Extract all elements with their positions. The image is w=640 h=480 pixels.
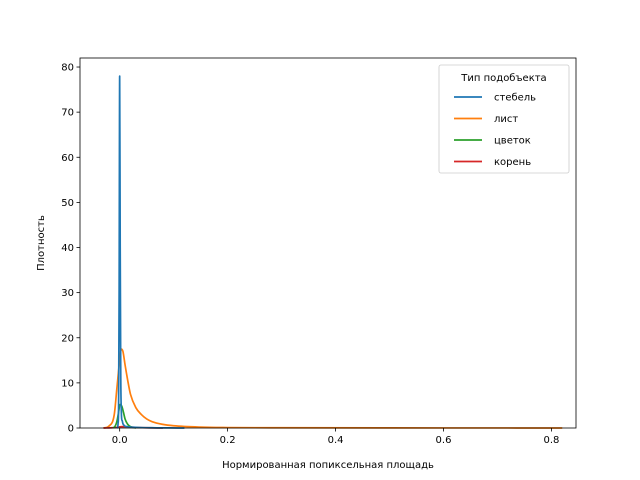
x-axis-label: Нормированная попиксельная площадь <box>222 460 434 471</box>
y-tick-label: 70 <box>61 108 74 119</box>
x-tick-label: 0.0 <box>112 435 128 446</box>
x-tick-label: 0.2 <box>220 435 236 446</box>
y-tick-label: 80 <box>61 63 74 74</box>
x-axis: 0.0 0.2 0.4 0.6 0.8 <box>112 428 559 446</box>
x-tick-label: 0.6 <box>436 435 452 446</box>
y-tick-label: 40 <box>61 243 74 254</box>
y-tick-label: 10 <box>61 378 74 389</box>
y-tick-label: 0 <box>68 424 74 435</box>
legend-label: стебель <box>494 93 536 104</box>
y-axis-label: Плотность <box>36 215 47 271</box>
legend-title: Тип подобъекта <box>460 73 546 84</box>
y-tick-label: 50 <box>61 198 74 209</box>
legend-box <box>438 64 570 174</box>
series-line-1 <box>116 75 185 429</box>
legend-label: цветок <box>494 136 531 147</box>
legend-label: лист <box>494 114 518 125</box>
y-tick-label: 20 <box>61 333 74 344</box>
y-axis: 0 10 20 30 40 50 60 70 80 <box>61 63 80 435</box>
axes-frame <box>79 57 577 429</box>
x-tick-label: 0.8 <box>543 435 559 446</box>
y-tick-label: 30 <box>61 288 74 299</box>
legend-label: корень <box>494 157 531 168</box>
legend: Тип подобъекта стебель лист цветок корень <box>438 64 570 174</box>
y-tick-label: 60 <box>61 153 74 164</box>
legend-entries: стебель лист цветок корень <box>454 93 536 168</box>
x-tick-label: 0.4 <box>328 435 344 446</box>
